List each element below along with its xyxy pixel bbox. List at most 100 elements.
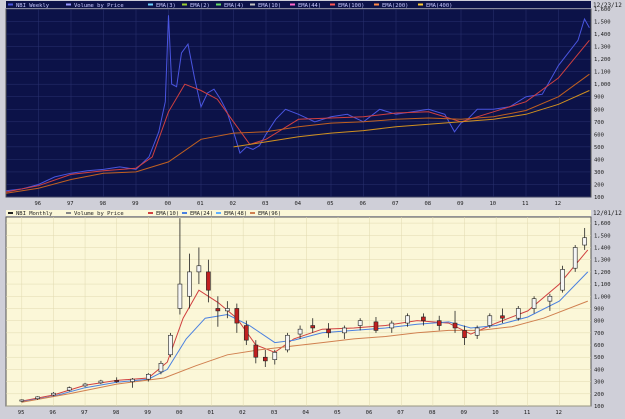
candle-body xyxy=(572,247,578,269)
x-tick-label: 03 xyxy=(262,201,269,207)
candle-body xyxy=(196,265,202,273)
y-tick-label: 100 xyxy=(594,404,604,410)
candle-body xyxy=(357,320,363,326)
legend-bar xyxy=(6,1,591,8)
x-tick-label: 95 xyxy=(18,410,25,416)
candle-body xyxy=(452,322,458,329)
candle-body xyxy=(272,352,278,360)
x-tick-label: 07 xyxy=(397,410,404,416)
legend-swatch xyxy=(148,212,153,214)
y-tick-label: 1,600 xyxy=(594,221,611,227)
legend-label: EMA(2) xyxy=(190,3,210,9)
candle-body xyxy=(253,344,259,358)
y-tick-label: 1,400 xyxy=(594,32,611,38)
candle-body xyxy=(51,392,56,396)
candle-body xyxy=(560,269,565,291)
candle-body xyxy=(474,327,480,336)
candle-body xyxy=(114,380,119,382)
x-tick-label: 02 xyxy=(230,201,237,207)
candle-body xyxy=(515,308,521,319)
legend-bar xyxy=(6,210,591,216)
candle-body xyxy=(310,325,316,329)
legend-label: EMA(10) xyxy=(156,211,179,217)
x-tick-label: 07 xyxy=(392,201,399,207)
candle-body xyxy=(487,315,493,326)
x-tick-label: 04 xyxy=(302,410,309,416)
candle-body xyxy=(225,308,230,312)
legend-label: Volume by Price xyxy=(74,3,124,9)
x-tick-label: 08 xyxy=(429,410,436,416)
candle-body xyxy=(405,315,410,324)
legend-label: EMA(96) xyxy=(258,211,281,217)
y-tick-label: 1,400 xyxy=(594,245,611,251)
x-tick-label: 99 xyxy=(132,201,139,207)
y-tick-label: 1,500 xyxy=(594,233,611,239)
candle-body xyxy=(234,308,240,324)
candle-body xyxy=(19,399,25,402)
y-tick-label: 100 xyxy=(594,195,604,201)
y-tick-label: 300 xyxy=(594,380,604,386)
x-tick-label: 10 xyxy=(492,410,499,416)
x-tick-label: 99 xyxy=(144,410,151,416)
weekly-chart: NBI Weekly Volume by Price EMA(3) EMA(2) EMA… xyxy=(0,0,625,209)
legend-swatch xyxy=(330,3,335,6)
legend-swatch xyxy=(290,3,295,6)
x-tick-label: 11 xyxy=(524,410,531,416)
x-tick-label: 12 xyxy=(555,201,562,207)
candle-body xyxy=(177,283,183,309)
date-label: 12/01/12 xyxy=(593,210,622,217)
plot-area xyxy=(5,216,592,407)
x-tick-label: 04 xyxy=(295,201,302,207)
legend-label: NBI Monthly xyxy=(16,211,53,217)
y-tick-label: 700 xyxy=(594,120,604,126)
candle-body xyxy=(215,308,221,312)
series-line-ema-200 xyxy=(5,73,590,194)
y-tick-label: 500 xyxy=(594,355,604,361)
y-tick-label: 1,100 xyxy=(594,70,611,76)
legend-swatch xyxy=(374,3,379,6)
candle-body xyxy=(436,320,442,326)
candle-body xyxy=(547,295,553,302)
candle-body xyxy=(262,356,268,362)
legend-label: Volume by Price xyxy=(74,211,124,217)
legend-swatch xyxy=(418,3,423,6)
candle-body xyxy=(531,298,537,309)
x-tick-label: 02 xyxy=(239,410,246,416)
legend-label: EMA(3) xyxy=(156,3,176,9)
candle-body xyxy=(66,387,72,391)
x-tick-label: 05 xyxy=(334,410,341,416)
candle-body xyxy=(130,378,135,382)
y-tick-label: 1,600 xyxy=(594,7,611,13)
date-label: 12/23/12 xyxy=(593,2,622,9)
y-tick-label: 1,100 xyxy=(594,282,611,288)
legend-swatch xyxy=(250,3,255,6)
candle-body xyxy=(326,328,331,334)
candle-body xyxy=(168,334,173,356)
y-tick-label: 300 xyxy=(594,170,604,176)
candle-body xyxy=(421,316,426,321)
legend-swatch xyxy=(66,212,71,214)
legend-label: EMA(100) xyxy=(338,3,365,9)
legend-swatch xyxy=(8,3,13,6)
x-tick-label: 06 xyxy=(366,410,373,416)
legend-label: EMA(200) xyxy=(382,3,409,9)
legend-swatch xyxy=(182,3,187,6)
y-tick-label: 600 xyxy=(594,343,604,349)
y-tick-label: 700 xyxy=(594,331,604,337)
y-tick-label: 1,300 xyxy=(594,45,611,51)
candle-body xyxy=(582,237,587,246)
candle-body xyxy=(500,315,505,319)
legend-swatch xyxy=(216,3,221,6)
y-tick-label: 1,000 xyxy=(594,294,611,300)
x-tick-label: 97 xyxy=(67,201,74,207)
legend-swatch xyxy=(182,212,187,214)
legend-label: EMA(24) xyxy=(190,211,213,217)
y-tick-label: 200 xyxy=(594,392,604,398)
y-tick-label: 1,200 xyxy=(594,57,611,63)
x-tick-label: 06 xyxy=(360,201,367,207)
candle-body xyxy=(373,321,379,331)
monthly-chart: NBI Monthly Volume by Price EMA(10) EMA(24)… xyxy=(0,209,625,419)
legend-swatch xyxy=(66,3,71,6)
x-tick-label: 12 xyxy=(555,410,562,416)
